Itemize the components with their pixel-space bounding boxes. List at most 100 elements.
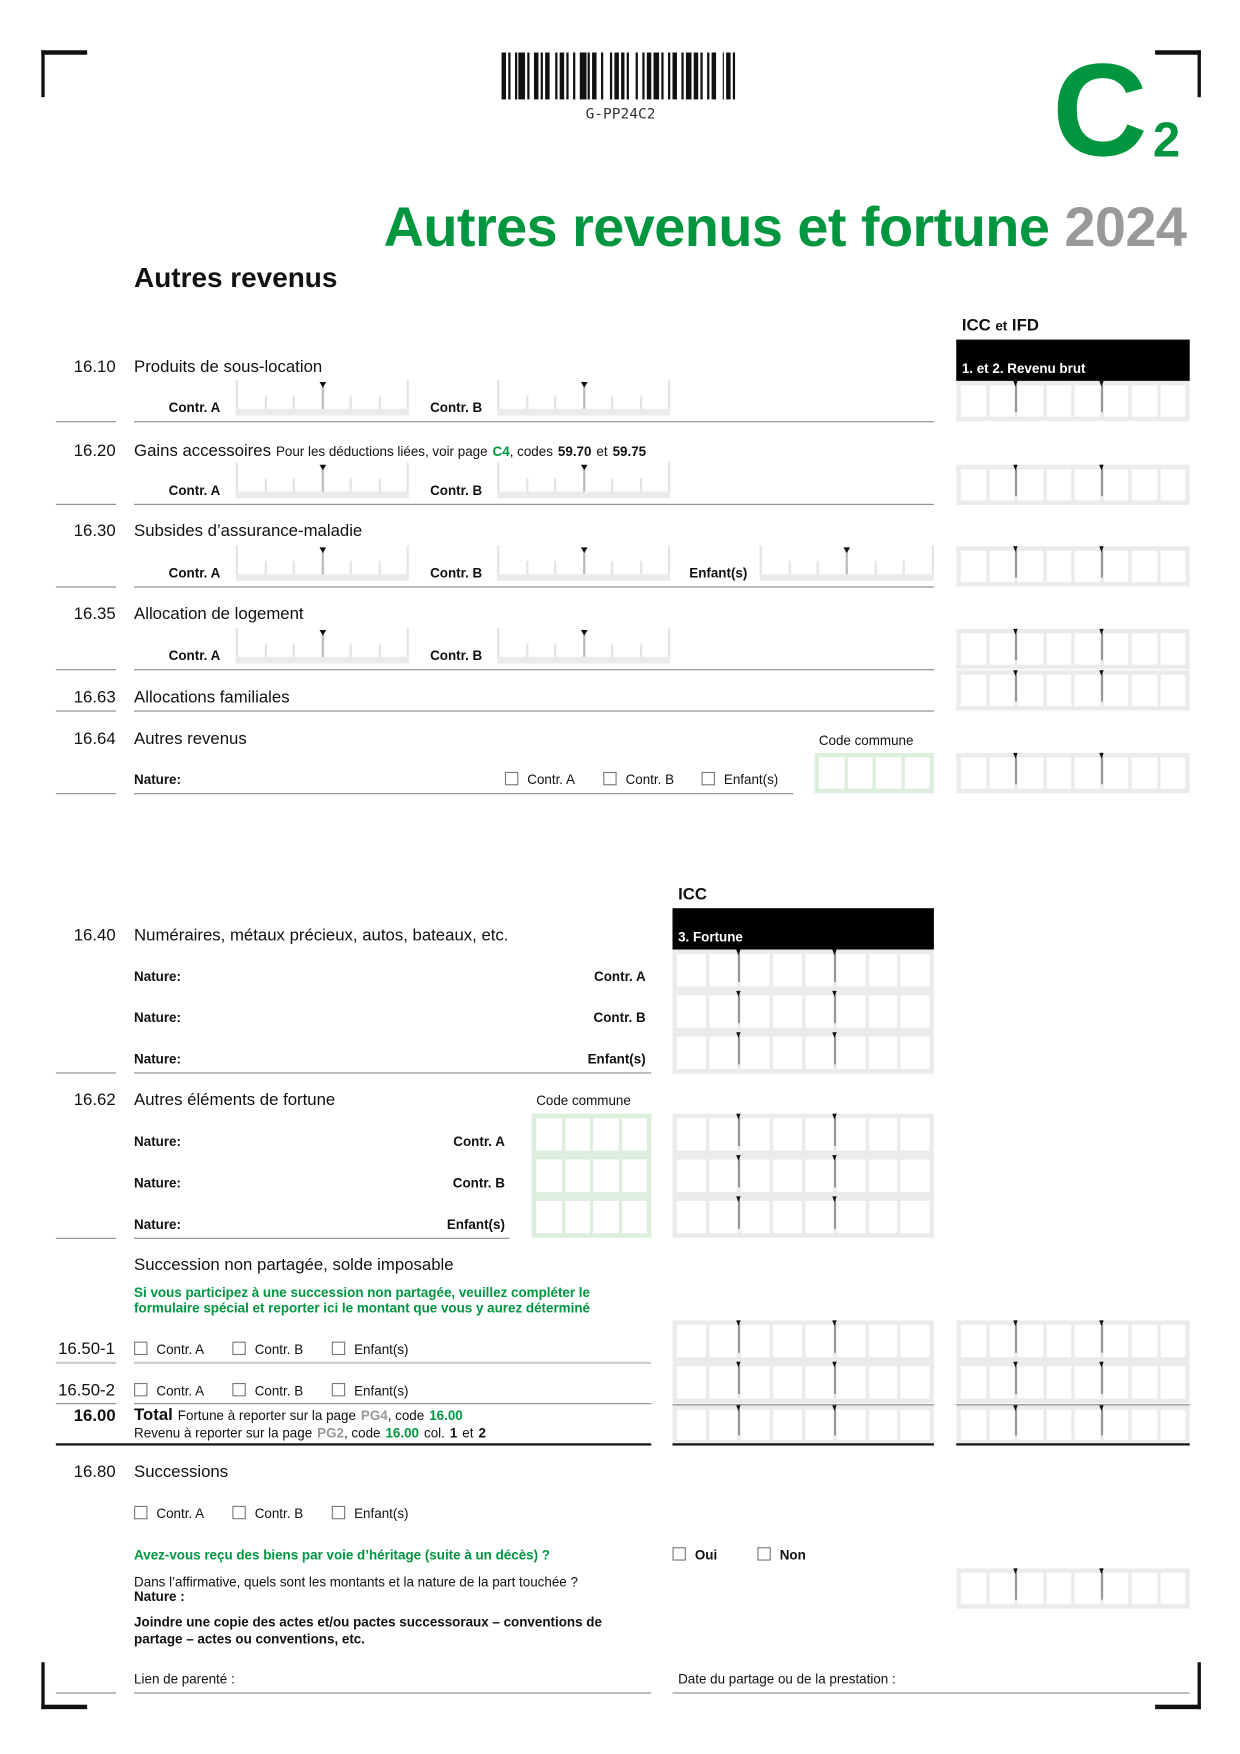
digit-cell[interactable] — [621, 1159, 647, 1192]
digit-cell[interactable] — [989, 757, 1015, 789]
digit-cell[interactable] — [868, 995, 898, 1028]
digit-cell[interactable] — [960, 1572, 986, 1605]
digit-cell[interactable] — [1160, 1366, 1186, 1399]
input-16-30-enfants[interactable] — [759, 545, 934, 581]
digit-cell[interactable] — [1160, 469, 1186, 501]
digit-cell[interactable] — [1160, 1409, 1186, 1440]
checkbox-icon[interactable] — [504, 771, 519, 786]
link-page-c4[interactable]: C4 — [492, 443, 510, 460]
digit-cell[interactable] — [960, 1324, 986, 1358]
digit-cell[interactable] — [676, 1324, 706, 1358]
digit-cell[interactable] — [564, 1200, 590, 1234]
digit-cell[interactable] — [900, 1366, 930, 1399]
amount-16-62-contr-b[interactable] — [672, 1155, 934, 1197]
digit-cell[interactable] — [736, 1320, 770, 1358]
digit-cell[interactable] — [621, 1118, 647, 1151]
digit-cell[interactable] — [1131, 757, 1157, 789]
checkbox-16-50-1-contr-a[interactable]: Contr. A — [134, 1341, 204, 1357]
checkbox-icon[interactable] — [603, 771, 617, 786]
digit-cell[interactable] — [536, 1159, 562, 1192]
digit-cell[interactable] — [772, 1118, 802, 1151]
digit-cell[interactable] — [1013, 1568, 1043, 1605]
digit-cell[interactable] — [900, 995, 930, 1028]
digit-cell[interactable] — [989, 469, 1015, 501]
amount-16-50-2-fortune[interactable] — [672, 1361, 934, 1404]
digit-cell[interactable] — [1074, 633, 1100, 665]
digit-cell[interactable] — [900, 1324, 930, 1358]
input-16-20-contr-b[interactable] — [497, 462, 671, 499]
digit-cell[interactable] — [1160, 385, 1186, 417]
digit-cell[interactable] — [708, 954, 738, 987]
digit-cell[interactable] — [1074, 385, 1100, 417]
digit-cell[interactable] — [1046, 1409, 1072, 1440]
checkbox-16-80-contr-a[interactable]: Contr. A — [134, 1505, 204, 1521]
digit-cell[interactable] — [868, 1118, 898, 1151]
code-commune-16-62-contr-b[interactable] — [531, 1155, 652, 1197]
digit-cell[interactable] — [1131, 385, 1157, 417]
digit-cell[interactable] — [1013, 628, 1043, 665]
digit-cell[interactable] — [708, 1324, 738, 1358]
digit-cell[interactable] — [1046, 469, 1072, 501]
input-16-30-contr-a[interactable] — [235, 545, 409, 581]
digit-cell[interactable] — [832, 1032, 866, 1070]
digit-cell[interactable] — [736, 1113, 770, 1151]
digit-cell[interactable] — [1046, 1324, 1072, 1358]
digit-cell[interactable] — [1098, 380, 1129, 417]
checkbox-16-64-enfants[interactable]: Enfant(s) — [701, 771, 778, 788]
date-partage-input[interactable] — [672, 1692, 1190, 1694]
digit-cell[interactable] — [736, 1155, 770, 1192]
digit-cell[interactable] — [1131, 1409, 1157, 1440]
digit-cell[interactable] — [1131, 1324, 1157, 1358]
digit-cell[interactable] — [736, 1361, 770, 1399]
input-16-10-contr-a[interactable] — [235, 379, 409, 416]
digit-cell[interactable] — [676, 1409, 706, 1440]
digit-cell[interactable] — [1046, 674, 1072, 707]
digit-cell[interactable] — [772, 1409, 802, 1440]
digit-cell[interactable] — [1160, 674, 1186, 707]
checkbox-icon[interactable] — [134, 1382, 148, 1397]
checkbox-icon[interactable] — [134, 1505, 148, 1520]
digit-cell[interactable] — [708, 1036, 738, 1070]
digit-cell[interactable] — [1160, 1324, 1186, 1358]
digit-cell[interactable] — [832, 1320, 866, 1358]
digit-cell[interactable] — [1131, 633, 1157, 665]
digit-cell[interactable] — [1046, 385, 1072, 417]
amount-16-40-enfants[interactable] — [672, 1032, 934, 1074]
checkbox-icon[interactable] — [757, 1547, 771, 1561]
amount-16-50-2-revenu[interactable] — [956, 1361, 1190, 1404]
amount-16-64-revenu[interactable] — [956, 752, 1190, 794]
digit-cell[interactable] — [736, 949, 770, 987]
digit-cell[interactable] — [1131, 1366, 1157, 1399]
digit-cell[interactable] — [1098, 1361, 1129, 1399]
checkbox-icon[interactable] — [331, 1341, 346, 1356]
digit-cell[interactable] — [676, 1036, 706, 1070]
digit-cell[interactable] — [804, 995, 834, 1028]
digit-cell[interactable] — [960, 1409, 986, 1440]
link-page-pg4[interactable]: PG4 — [360, 1407, 388, 1424]
digit-cell[interactable] — [736, 1032, 770, 1070]
radio-non[interactable]: Non — [757, 1547, 806, 1563]
checkbox-icon[interactable] — [232, 1382, 246, 1397]
digit-cell[interactable] — [900, 1409, 930, 1440]
digit-cell[interactable] — [708, 1118, 738, 1151]
amount-16-62-enfants[interactable] — [672, 1196, 934, 1238]
digit-cell[interactable] — [676, 1118, 706, 1151]
digit-cell[interactable] — [1098, 670, 1129, 707]
digit-cell[interactable] — [900, 954, 930, 987]
digit-cell[interactable] — [1098, 1320, 1129, 1358]
digit-cell[interactable] — [1046, 757, 1072, 789]
digit-cell[interactable] — [1013, 752, 1043, 789]
code-commune-16-64[interactable] — [814, 752, 934, 794]
checkbox-icon[interactable] — [232, 1341, 246, 1356]
digit-cell[interactable] — [1074, 1409, 1100, 1440]
digit-cell[interactable] — [804, 1159, 834, 1192]
digit-cell[interactable] — [960, 385, 986, 417]
digit-cell[interactable] — [1074, 674, 1100, 707]
digit-cell[interactable] — [676, 954, 706, 987]
digit-cell[interactable] — [847, 757, 873, 789]
digit-cell[interactable] — [621, 1200, 647, 1234]
amount-16-35-revenu[interactable] — [956, 628, 1190, 670]
amount-16-40-contr-b[interactable] — [672, 990, 934, 1033]
digit-cell[interactable] — [832, 1405, 866, 1440]
digit-cell[interactable] — [868, 1324, 898, 1358]
